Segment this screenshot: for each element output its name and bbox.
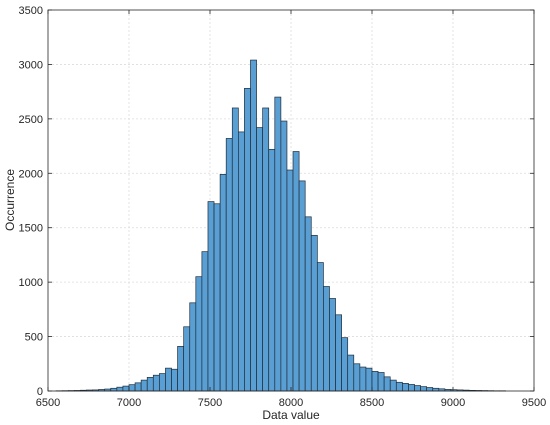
histogram-bar <box>353 363 361 392</box>
x-tick-label: 9000 <box>441 397 465 409</box>
histogram-bar <box>286 169 294 392</box>
y-tick-label: 500 <box>25 332 43 344</box>
histogram-bar <box>231 107 239 392</box>
histogram-bar <box>244 88 251 392</box>
histogram-bar <box>432 387 440 392</box>
histogram-bar <box>359 366 367 392</box>
histogram-bar <box>371 371 379 392</box>
histogram-bar <box>329 298 336 392</box>
histogram-bar <box>189 302 197 392</box>
histogram-bar <box>262 107 270 392</box>
histogram-bar <box>159 373 166 392</box>
histogram-bar <box>292 151 300 392</box>
x-tick-label: 9500 <box>522 397 546 409</box>
histogram-bar <box>134 382 142 392</box>
histogram-bar <box>171 368 178 392</box>
histogram-bar <box>219 174 227 392</box>
histogram-bar <box>365 367 373 392</box>
histogram-bar <box>177 346 185 392</box>
histogram-bar <box>426 387 434 392</box>
histogram-bar <box>383 376 391 392</box>
histogram-bar <box>377 372 385 392</box>
y-tick-label: 3000 <box>19 59 43 71</box>
x-tick-label: 7500 <box>198 397 222 409</box>
histogram-bar <box>116 386 124 392</box>
y-tick-label: 1000 <box>19 277 43 289</box>
histogram-bar <box>304 216 312 392</box>
histogram-bar <box>341 337 349 392</box>
histogram-bar <box>183 326 191 392</box>
histogram-bar <box>420 386 428 392</box>
histogram-bar <box>256 127 264 392</box>
y-tick-label: 0 <box>37 386 43 398</box>
histogram-bar <box>152 374 160 392</box>
y-axis-label: Occurrence <box>3 169 17 231</box>
histogram-bar <box>323 286 330 392</box>
y-tick-label: 1500 <box>19 223 43 235</box>
x-tick-label: 8500 <box>360 397 384 409</box>
histogram-bar <box>402 383 409 392</box>
histogram-bar <box>316 262 324 392</box>
y-tick-label: 2500 <box>19 114 43 126</box>
histogram-bar <box>225 138 233 392</box>
histogram-bar <box>274 96 282 392</box>
x-tick-label: 6500 <box>36 397 60 409</box>
x-tick-label: 7000 <box>117 397 141 409</box>
histogram-bar <box>347 354 355 392</box>
histogram-bar <box>268 148 276 392</box>
histogram-bar <box>395 381 403 392</box>
y-axis-ticks: 0 500 1000 1500 2000 2500 3000 3500 <box>19 5 534 398</box>
histogram-bar <box>238 131 245 392</box>
histogram-bar <box>201 251 209 392</box>
histogram-bars <box>55 59 507 392</box>
histogram-bar <box>207 201 215 392</box>
x-axis-label: Data value <box>262 408 320 422</box>
x-tick-label: 8000 <box>279 397 303 409</box>
histogram-bar <box>128 384 136 392</box>
histogram-bar <box>140 379 148 392</box>
histogram-bar <box>298 180 306 392</box>
y-tick-label: 3500 <box>19 5 43 17</box>
x-axis-ticks: 6500 7000 7500 8000 8500 9000 9500 <box>36 10 546 409</box>
histogram-bar <box>389 379 397 392</box>
histogram-bar <box>165 367 172 392</box>
histogram-bar <box>335 314 342 392</box>
y-tick-label: 2000 <box>19 168 43 180</box>
histogram-bar <box>110 387 118 392</box>
histogram-bar <box>414 385 421 392</box>
histogram-bar <box>122 385 130 392</box>
histogram-bar <box>195 276 203 392</box>
histogram-bar <box>280 120 288 392</box>
histogram-bar <box>250 59 257 392</box>
histogram-bar <box>310 234 318 392</box>
histogram-bar <box>213 203 221 392</box>
histogram-bar <box>146 377 154 392</box>
histogram-bar <box>408 384 415 392</box>
